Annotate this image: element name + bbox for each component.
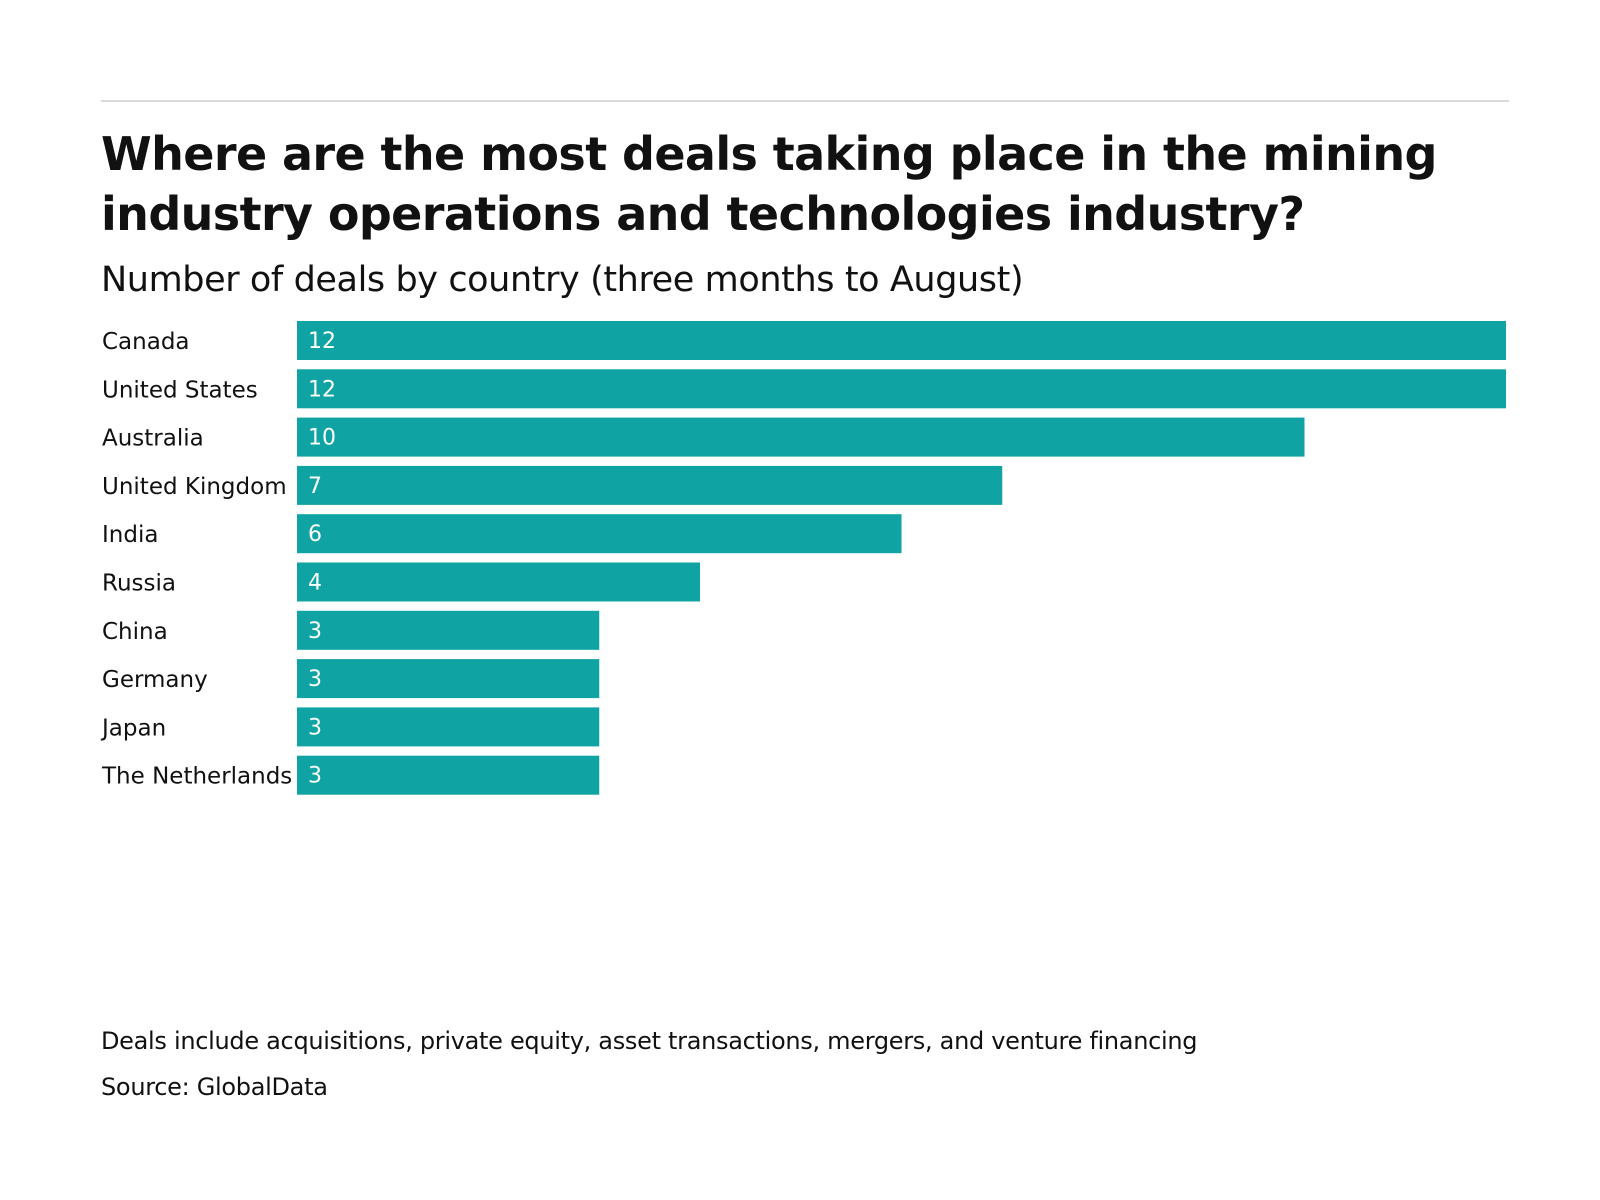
chart-source: Source: GlobalData bbox=[101, 1073, 328, 1101]
value-label: 12 bbox=[308, 329, 336, 354]
bar bbox=[297, 369, 1506, 409]
chart-subtitle: Number of deals by country (three months… bbox=[101, 260, 1024, 300]
bar bbox=[297, 755, 600, 795]
value-label: 3 bbox=[308, 619, 322, 644]
category-label: Russia bbox=[102, 571, 176, 597]
category-label: India bbox=[102, 522, 158, 548]
value-label: 7 bbox=[308, 474, 322, 499]
category-label: Germany bbox=[102, 667, 208, 693]
bar bbox=[297, 562, 700, 602]
category-label: United States bbox=[102, 377, 258, 403]
category-label: Canada bbox=[102, 329, 190, 355]
bar bbox=[297, 465, 1003, 505]
category-label: The Netherlands bbox=[101, 764, 292, 790]
bars-group: Canada 12 United States 12 Australia 10 United… bbox=[100, 321, 1506, 795]
chart-title: Where are the most deals taking place in… bbox=[101, 127, 1437, 241]
value-label: 3 bbox=[308, 667, 322, 692]
category-label: Australia bbox=[102, 426, 204, 452]
value-label: 4 bbox=[308, 571, 322, 596]
category-label: Japan bbox=[100, 715, 166, 741]
bar bbox=[297, 514, 902, 554]
value-label: 12 bbox=[308, 377, 336, 402]
bar bbox=[297, 321, 1506, 360]
category-label: China bbox=[102, 619, 168, 645]
bar bbox=[297, 659, 600, 699]
value-label: 3 bbox=[308, 764, 322, 789]
chart-footnote: Deals include acquisitions, private equi… bbox=[101, 1027, 1198, 1055]
value-label: 10 bbox=[308, 426, 336, 451]
value-label: 3 bbox=[308, 715, 322, 740]
bar bbox=[297, 707, 600, 747]
bar bbox=[297, 610, 600, 650]
value-label: 6 bbox=[308, 522, 322, 547]
category-label: United Kingdom bbox=[102, 474, 287, 500]
bar bbox=[297, 417, 1305, 457]
top-rule bbox=[101, 100, 1509, 102]
